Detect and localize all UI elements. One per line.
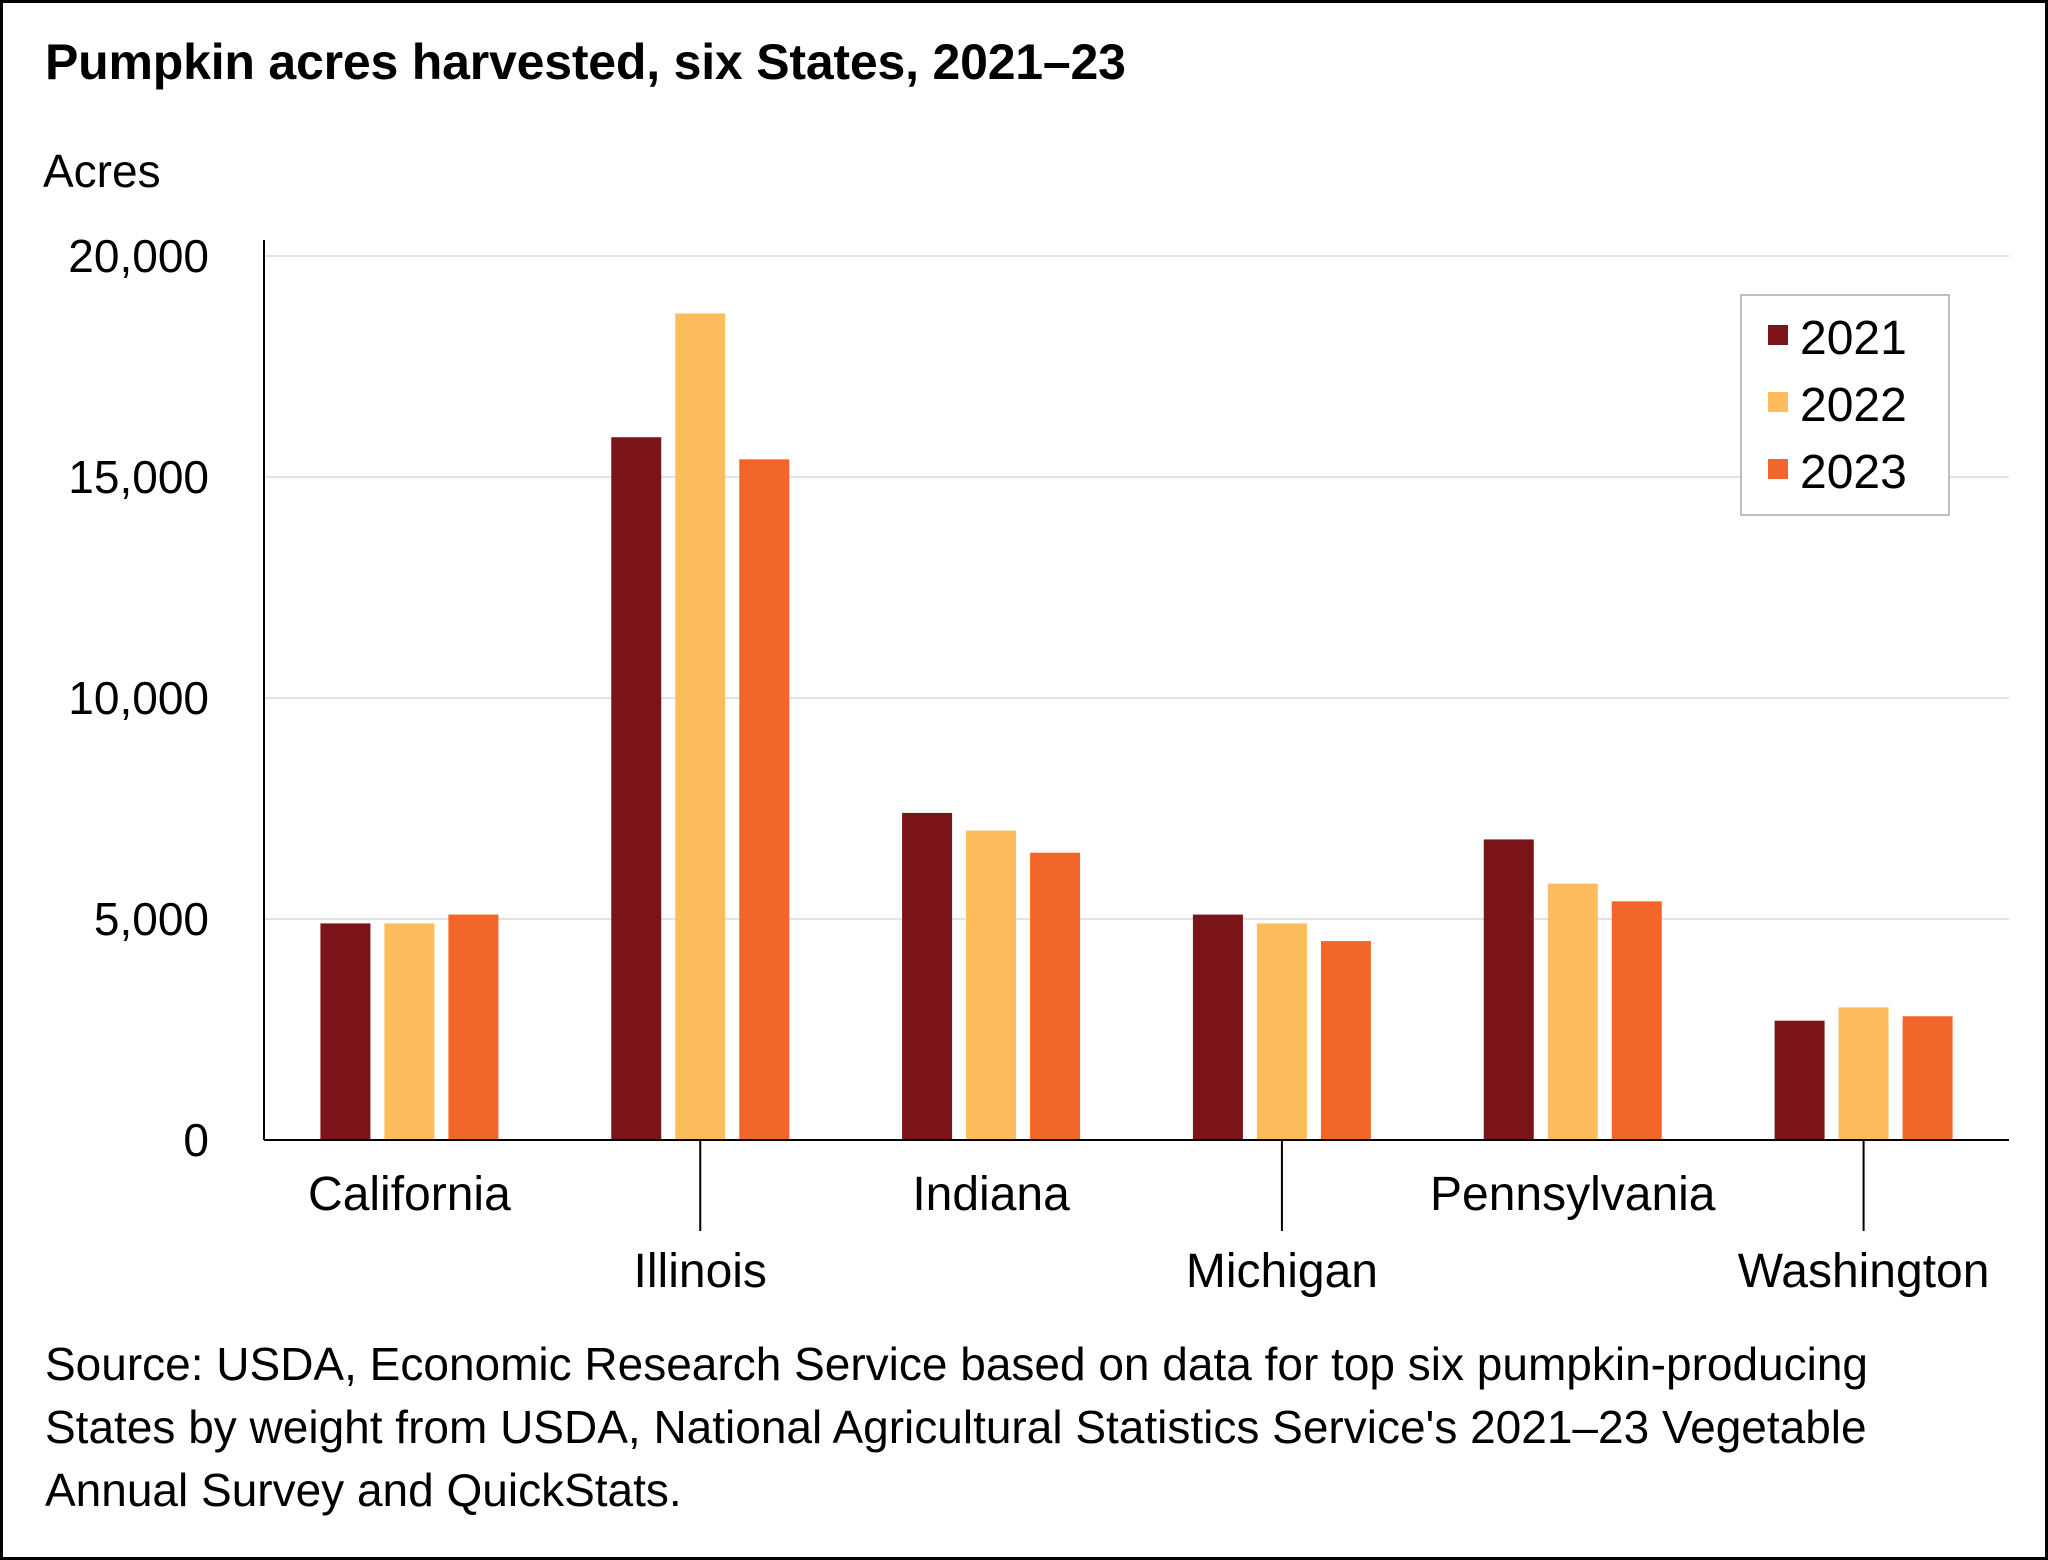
- legend-swatch: [1768, 392, 1788, 412]
- category-labels: California Illinois Indiana Michigan Pennsyl…: [308, 1140, 1989, 1298]
- bar: [1902, 1016, 1953, 1140]
- bar: [1483, 839, 1534, 1140]
- bar: [1256, 923, 1307, 1140]
- bar: [1547, 883, 1598, 1140]
- y-axis-label: Acres: [43, 145, 161, 197]
- axes: [263, 240, 2009, 1141]
- bar: [1774, 1020, 1825, 1140]
- category-label: Indiana: [912, 1168, 1070, 1221]
- bar: [448, 914, 499, 1140]
- bar: [611, 437, 662, 1141]
- y-tick-label: 5,000: [94, 893, 209, 945]
- source-note: Source: USDA, Economic Research Service …: [45, 1338, 1869, 1516]
- bar: [1611, 901, 1662, 1140]
- legend-label: 2021: [1800, 312, 1907, 365]
- bar: [1838, 1007, 1889, 1140]
- legend-label: 2022: [1800, 379, 1907, 432]
- legend-swatch: [1768, 459, 1788, 479]
- category-label: Michigan: [1186, 1245, 1378, 1298]
- chart-title: Pumpkin acres harvested, six States, 202…: [45, 34, 1126, 90]
- y-tick-label: 15,000: [68, 451, 209, 503]
- y-tick-label: 20,000: [68, 230, 209, 282]
- gridlines: [264, 255, 2009, 920]
- bars: [320, 313, 1953, 1141]
- y-tick-label: 0: [183, 1114, 209, 1166]
- bar: [1320, 941, 1371, 1140]
- y-tick-label: 10,000: [68, 672, 209, 724]
- bar: [902, 812, 953, 1140]
- bar: [384, 923, 435, 1140]
- bar: [966, 830, 1017, 1140]
- bar: [1030, 852, 1081, 1140]
- category-label: Pennsylvania: [1430, 1168, 1716, 1221]
- y-tick-labels: 0 5,000 10,000 15,000 20,000: [68, 230, 209, 1166]
- legend-swatch: [1768, 325, 1788, 345]
- legend-label: 2023: [1800, 446, 1907, 499]
- bar: [1192, 914, 1243, 1140]
- bar: [675, 313, 726, 1141]
- legend: 2021 2022 2023: [1740, 294, 1950, 516]
- bar: [320, 923, 371, 1140]
- category-label: Illinois: [634, 1245, 767, 1298]
- bar-chart: 0 5,000 10,000 15,000 20,000 Acres Californi…: [43, 145, 2009, 1298]
- category-label: California: [308, 1168, 511, 1221]
- category-label: Washington: [1738, 1245, 1990, 1298]
- bar: [739, 459, 790, 1140]
